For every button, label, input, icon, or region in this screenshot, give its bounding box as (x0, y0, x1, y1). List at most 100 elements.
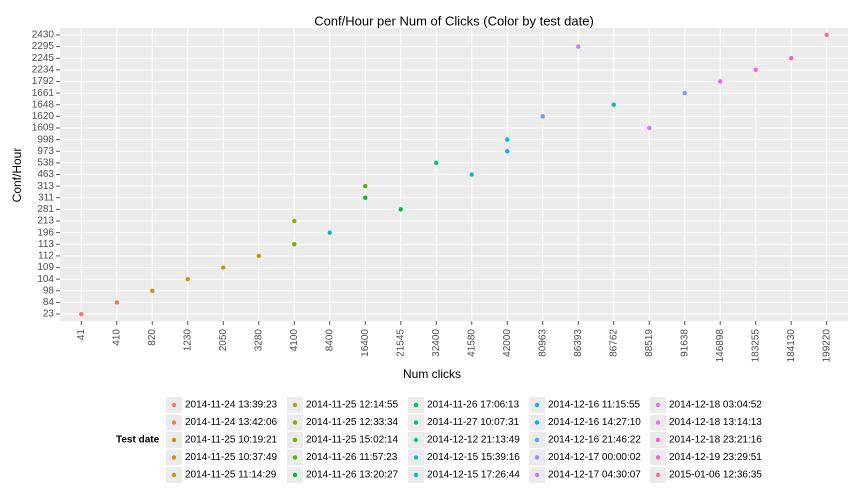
x-tick-label: 86762 (608, 329, 619, 357)
legend-marker (655, 402, 661, 408)
y-tick-label: 1661 (32, 88, 55, 99)
legend-marker (413, 472, 419, 478)
legend-label: 2014-11-25 12:14:55 (306, 400, 399, 411)
point (505, 137, 510, 142)
legend-label: 2014-11-24 13:39:23 (185, 400, 278, 411)
legend-label: 2014-12-15 17:26:44 (427, 470, 520, 481)
point (434, 160, 439, 166)
point (292, 242, 297, 247)
legend-marker (292, 472, 298, 478)
legend-marker (413, 402, 419, 408)
point (79, 311, 84, 317)
point (824, 32, 829, 38)
y-tick-label: 84 (43, 297, 55, 308)
point (292, 218, 297, 224)
y-tick-label: 113 (38, 239, 54, 250)
legend-label: 2014-11-25 10:19:21 (185, 435, 278, 446)
point (505, 149, 510, 154)
y-tick-label: 1792 (32, 76, 55, 87)
legend-marker (292, 455, 298, 460)
x-tick-label: 2050 (218, 329, 229, 352)
x-tick-label: 184130 (786, 329, 797, 363)
y-tick-label: 112 (38, 251, 54, 262)
legend-label: 2014-11-26 13:20:27 (306, 470, 399, 481)
point (221, 265, 226, 270)
legend-title: Test date (116, 435, 160, 446)
legend-label: 2014-11-25 12:33:34 (306, 417, 399, 428)
point (185, 276, 190, 282)
x-axis-title: Num clicks (403, 367, 461, 381)
x-tick-label: 183255 (750, 329, 761, 363)
y-tick-label: 2245 (32, 53, 55, 64)
legend-marker (655, 455, 661, 460)
legend-label: 2014-12-19 23:29:51 (669, 452, 762, 463)
legend-marker (534, 472, 540, 478)
x-tick-label: 146898 (715, 329, 726, 363)
point (363, 195, 368, 200)
y-tick-label: 104 (37, 274, 54, 285)
x-tick-label: 41580 (466, 329, 477, 357)
y-tick-label: 2295 (32, 41, 55, 52)
x-tick-label: 199220 (821, 329, 832, 363)
legend-marker (171, 472, 177, 478)
y-tick-label: 196 (37, 227, 54, 238)
legend-marker (171, 437, 177, 443)
x-tick-label: 32400 (431, 329, 442, 357)
y-tick-label: 281 (37, 204, 54, 215)
legend-label: 2014-12-16 14:27:10 (548, 417, 641, 428)
y-tick-label: 2430 (32, 30, 55, 41)
point (150, 288, 155, 293)
legend-marker (534, 402, 540, 408)
point (611, 102, 616, 107)
legend-label: 2014-12-17 00:00:02 (548, 452, 641, 463)
legend-label: 2014-11-26 17:06:13 (427, 400, 520, 411)
legend-label: 2014-11-26 11:57:23 (306, 452, 398, 463)
y-tick-label: 463 (37, 169, 54, 180)
legend-marker (413, 455, 419, 460)
legend-label: 2014-12-17 04:30:07 (548, 470, 641, 481)
legend-label: 2014-12-16 21:46:22 (548, 435, 641, 446)
point (576, 44, 581, 49)
y-tick-label: 1648 (32, 99, 55, 110)
point (256, 253, 261, 259)
legend-label: 2014-11-25 10:37:49 (185, 452, 278, 463)
point (682, 90, 687, 96)
chart-title: Conf/Hour per Num of Clicks (Color by te… (314, 13, 594, 28)
x-tick-label: 42000 (502, 329, 513, 357)
y-tick-label: 23 (43, 309, 55, 320)
legend-label: 2014-12-12 21:13:49 (427, 435, 520, 446)
y-tick-label: 998 (37, 134, 54, 145)
x-tick-label: 3280 (253, 329, 264, 352)
point (469, 172, 474, 177)
y-tick-label: 2234 (32, 64, 55, 75)
legend-label: 2014-11-24 13:42:06 (185, 417, 278, 428)
x-tick-label: 410 (111, 329, 122, 346)
legend-label: 2014-11-25 15:02:14 (306, 435, 399, 446)
y-tick-label: 313 (37, 181, 54, 192)
legend-marker (292, 420, 298, 425)
point (540, 114, 545, 119)
legend-marker (655, 437, 661, 443)
x-tick-label: 8400 (324, 329, 335, 352)
legend-label: 2014-12-18 13:14:13 (669, 417, 762, 428)
y-axis-title: Conf/Hour (10, 148, 24, 203)
y-tick-label: 1609 (32, 123, 55, 134)
x-tick-label: 21545 (395, 329, 406, 357)
x-tick-label: 1230 (182, 329, 193, 352)
legend-label: 2014-11-27 10:07:31 (427, 417, 520, 428)
y-tick-label: 1620 (32, 111, 55, 122)
x-tick-label: 41 (76, 329, 87, 341)
y-tick-label: 98 (43, 285, 55, 296)
y-tick-label: 109 (37, 262, 54, 273)
x-tick-label: 88519 (644, 329, 655, 357)
y-tick-label: 311 (38, 192, 54, 203)
legend-label: 2014-12-16 11:15:55 (548, 400, 641, 411)
legend-marker (534, 420, 540, 425)
legend-label: 2015-01-06 12:36:35 (669, 470, 762, 481)
legend-marker (171, 455, 177, 460)
legend-label: 2014-12-18 03:04:52 (669, 400, 762, 411)
x-tick-label: 820 (147, 329, 158, 346)
point (789, 56, 794, 61)
legend-marker (171, 402, 177, 408)
point (647, 125, 652, 131)
